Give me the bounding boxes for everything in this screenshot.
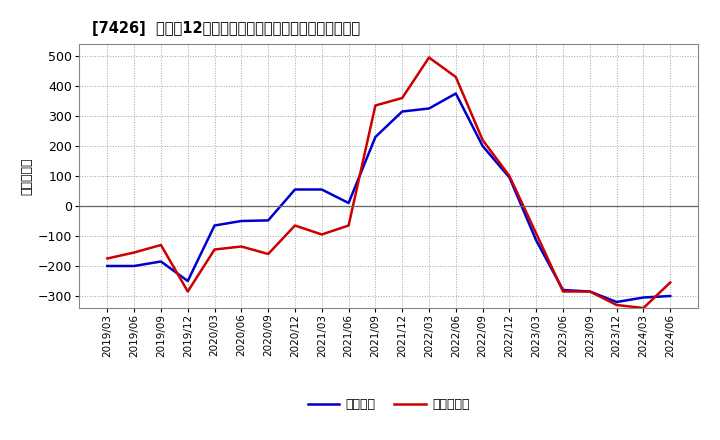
当期純利益 bbox=[291, 223, 300, 228]
当期純利益 bbox=[157, 242, 166, 248]
当期純利益 bbox=[478, 137, 487, 143]
当期純利益 bbox=[184, 289, 192, 294]
当期純利益 bbox=[451, 74, 460, 80]
当期純利益 bbox=[532, 231, 541, 236]
当期純利益 bbox=[559, 289, 567, 294]
経常利益 bbox=[344, 200, 353, 205]
経常利益 bbox=[639, 295, 648, 300]
当期純利益 bbox=[639, 305, 648, 311]
経常利益 bbox=[585, 289, 594, 294]
経常利益 bbox=[237, 218, 246, 224]
経常利益 bbox=[291, 187, 300, 192]
経常利益 bbox=[318, 187, 326, 192]
Y-axis label: （百万円）: （百万円） bbox=[21, 157, 34, 195]
経常利益 bbox=[371, 134, 379, 139]
Text: [7426]  利益だ12か月移動合計の対前年同期増減額の推移: [7426] 利益だ12か月移動合計の対前年同期増減額の推移 bbox=[91, 21, 360, 36]
経常利益 bbox=[559, 287, 567, 293]
経常利益 bbox=[130, 264, 138, 269]
当期純利益 bbox=[318, 232, 326, 237]
経常利益 bbox=[451, 91, 460, 96]
経常利益 bbox=[264, 218, 272, 223]
当期純利益 bbox=[103, 256, 112, 261]
当期純利益 bbox=[666, 280, 675, 285]
当期純利益 bbox=[130, 250, 138, 255]
経常利益 bbox=[612, 299, 621, 304]
経常利益 bbox=[478, 143, 487, 149]
当期純利益 bbox=[371, 103, 379, 108]
経常利益 bbox=[666, 293, 675, 299]
当期純利益 bbox=[398, 95, 407, 101]
Line: 当期純利益: 当期純利益 bbox=[107, 58, 670, 308]
Legend: 経常利益, 当期純利益: 経常利益, 当期純利益 bbox=[303, 393, 474, 416]
当期純利益 bbox=[425, 55, 433, 60]
当期純利益 bbox=[612, 302, 621, 308]
経常利益 bbox=[505, 175, 514, 180]
経常利益 bbox=[210, 223, 219, 228]
当期純利益 bbox=[505, 173, 514, 179]
経常利益 bbox=[103, 264, 112, 269]
経常利益 bbox=[398, 109, 407, 114]
経常利益 bbox=[157, 259, 166, 264]
当期純利益 bbox=[210, 247, 219, 252]
Line: 経常利益: 経常利益 bbox=[107, 94, 670, 302]
経常利益 bbox=[184, 279, 192, 284]
経常利益 bbox=[425, 106, 433, 111]
当期純利益 bbox=[585, 289, 594, 294]
経常利益 bbox=[532, 238, 541, 243]
当期純利益 bbox=[237, 244, 246, 249]
当期純利益 bbox=[344, 223, 353, 228]
当期純利益 bbox=[264, 251, 272, 257]
